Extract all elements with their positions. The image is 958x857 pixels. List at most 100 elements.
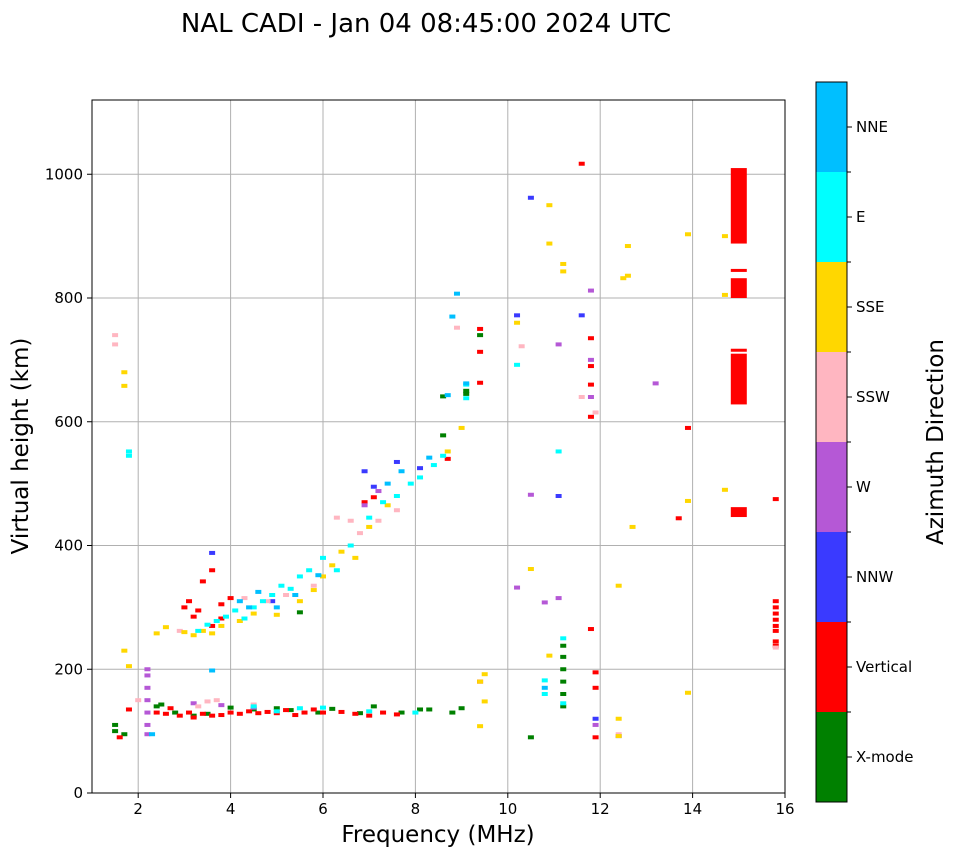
series-nne: [149, 291, 548, 737]
data-point: [481, 699, 488, 704]
data-point: [287, 586, 294, 591]
data-point: [560, 701, 567, 706]
data-point: [162, 625, 169, 630]
data-point: [560, 643, 567, 648]
data-point: [273, 706, 280, 711]
data-point: [269, 593, 276, 597]
data-point: [320, 555, 326, 560]
data-point: [356, 711, 363, 716]
data-point: [278, 583, 285, 588]
data-point: [477, 724, 484, 729]
data-point: [181, 630, 188, 635]
data-point: [144, 722, 151, 727]
x-axis: 2 4 6 8 10 12 14 16: [133, 793, 795, 818]
data-point: [190, 701, 197, 706]
data-point: [144, 732, 151, 737]
data-point: [560, 636, 567, 641]
data-point: [380, 500, 387, 505]
data-point: [772, 623, 779, 628]
x-tick-label: 14: [683, 800, 702, 818]
data-point: [444, 449, 451, 454]
x-tick-label: 4: [226, 800, 236, 818]
data-point: [366, 515, 373, 520]
colorbar-tick-label: NNW: [856, 568, 893, 586]
data-point: [527, 735, 534, 740]
data-point: [190, 715, 197, 720]
data-point: [195, 628, 202, 633]
series-x-mode: [112, 333, 567, 740]
x-tick-label: 6: [318, 800, 328, 818]
data-point: [560, 704, 567, 709]
y-tick-label: 600: [54, 413, 83, 431]
data-point: [560, 679, 567, 684]
series-vertical: [116, 161, 779, 740]
data-point: [246, 709, 253, 714]
data-point: [375, 518, 382, 523]
data-point: [204, 622, 211, 627]
data-point: [772, 497, 779, 502]
data-point: [121, 732, 128, 737]
data-point: [153, 710, 160, 715]
data-point: [329, 563, 336, 568]
data-point: [541, 678, 548, 683]
data-point: [283, 708, 290, 713]
data-point: [190, 633, 197, 638]
data-point: [366, 709, 373, 714]
data-point: [209, 550, 216, 555]
data-point: [772, 599, 779, 604]
data-point: [541, 692, 548, 696]
data-point: [366, 713, 373, 718]
data-point: [172, 710, 179, 715]
data-point: [236, 599, 243, 604]
data-point: [227, 705, 234, 710]
data-point: [426, 455, 433, 460]
data-point: [587, 382, 594, 387]
data-point: [615, 734, 622, 739]
data-point: [218, 623, 225, 628]
data-point: [144, 685, 151, 690]
data-point: [453, 291, 460, 296]
data-point: [615, 716, 622, 721]
colorbar-swatch-sse: [816, 262, 847, 352]
data-point: [393, 712, 400, 717]
data-point: [112, 333, 119, 338]
colorbar-swatch-e: [816, 172, 847, 262]
data-point: [587, 336, 594, 341]
data-point: [514, 585, 521, 590]
data-point: [320, 574, 326, 579]
data-point: [112, 722, 119, 727]
data-point: [592, 410, 599, 415]
data-point: [218, 713, 225, 718]
data-point: [176, 628, 183, 633]
data-point: [121, 648, 128, 653]
data-point: [477, 380, 484, 385]
data-point: [721, 292, 728, 297]
colorbar-swatch-nne: [816, 82, 847, 172]
data-point: [546, 203, 553, 208]
y-tick-label: 800: [54, 289, 83, 307]
data-point: [560, 667, 567, 672]
data-point: [213, 618, 220, 623]
data-bar: [730, 348, 747, 352]
data-point: [384, 503, 391, 508]
data-point: [560, 692, 567, 696]
y-tick-label: 200: [54, 660, 83, 678]
data-point: [514, 320, 521, 325]
data-point: [296, 599, 303, 604]
data-point: [772, 645, 779, 650]
data-point: [158, 702, 165, 707]
data-point: [209, 668, 216, 673]
colorbar-tick-label: Vertical: [856, 658, 912, 676]
series-nnw: [209, 195, 622, 739]
data-point: [283, 593, 290, 597]
data-point: [772, 639, 779, 644]
data-point: [213, 698, 220, 703]
data-point: [370, 484, 377, 489]
data-point: [444, 456, 451, 461]
data-point: [292, 593, 299, 597]
data-point: [675, 516, 682, 521]
data-point: [393, 459, 400, 464]
colorbar-tick-label: W: [856, 478, 871, 496]
data-point: [186, 599, 193, 604]
data-point: [514, 362, 521, 367]
